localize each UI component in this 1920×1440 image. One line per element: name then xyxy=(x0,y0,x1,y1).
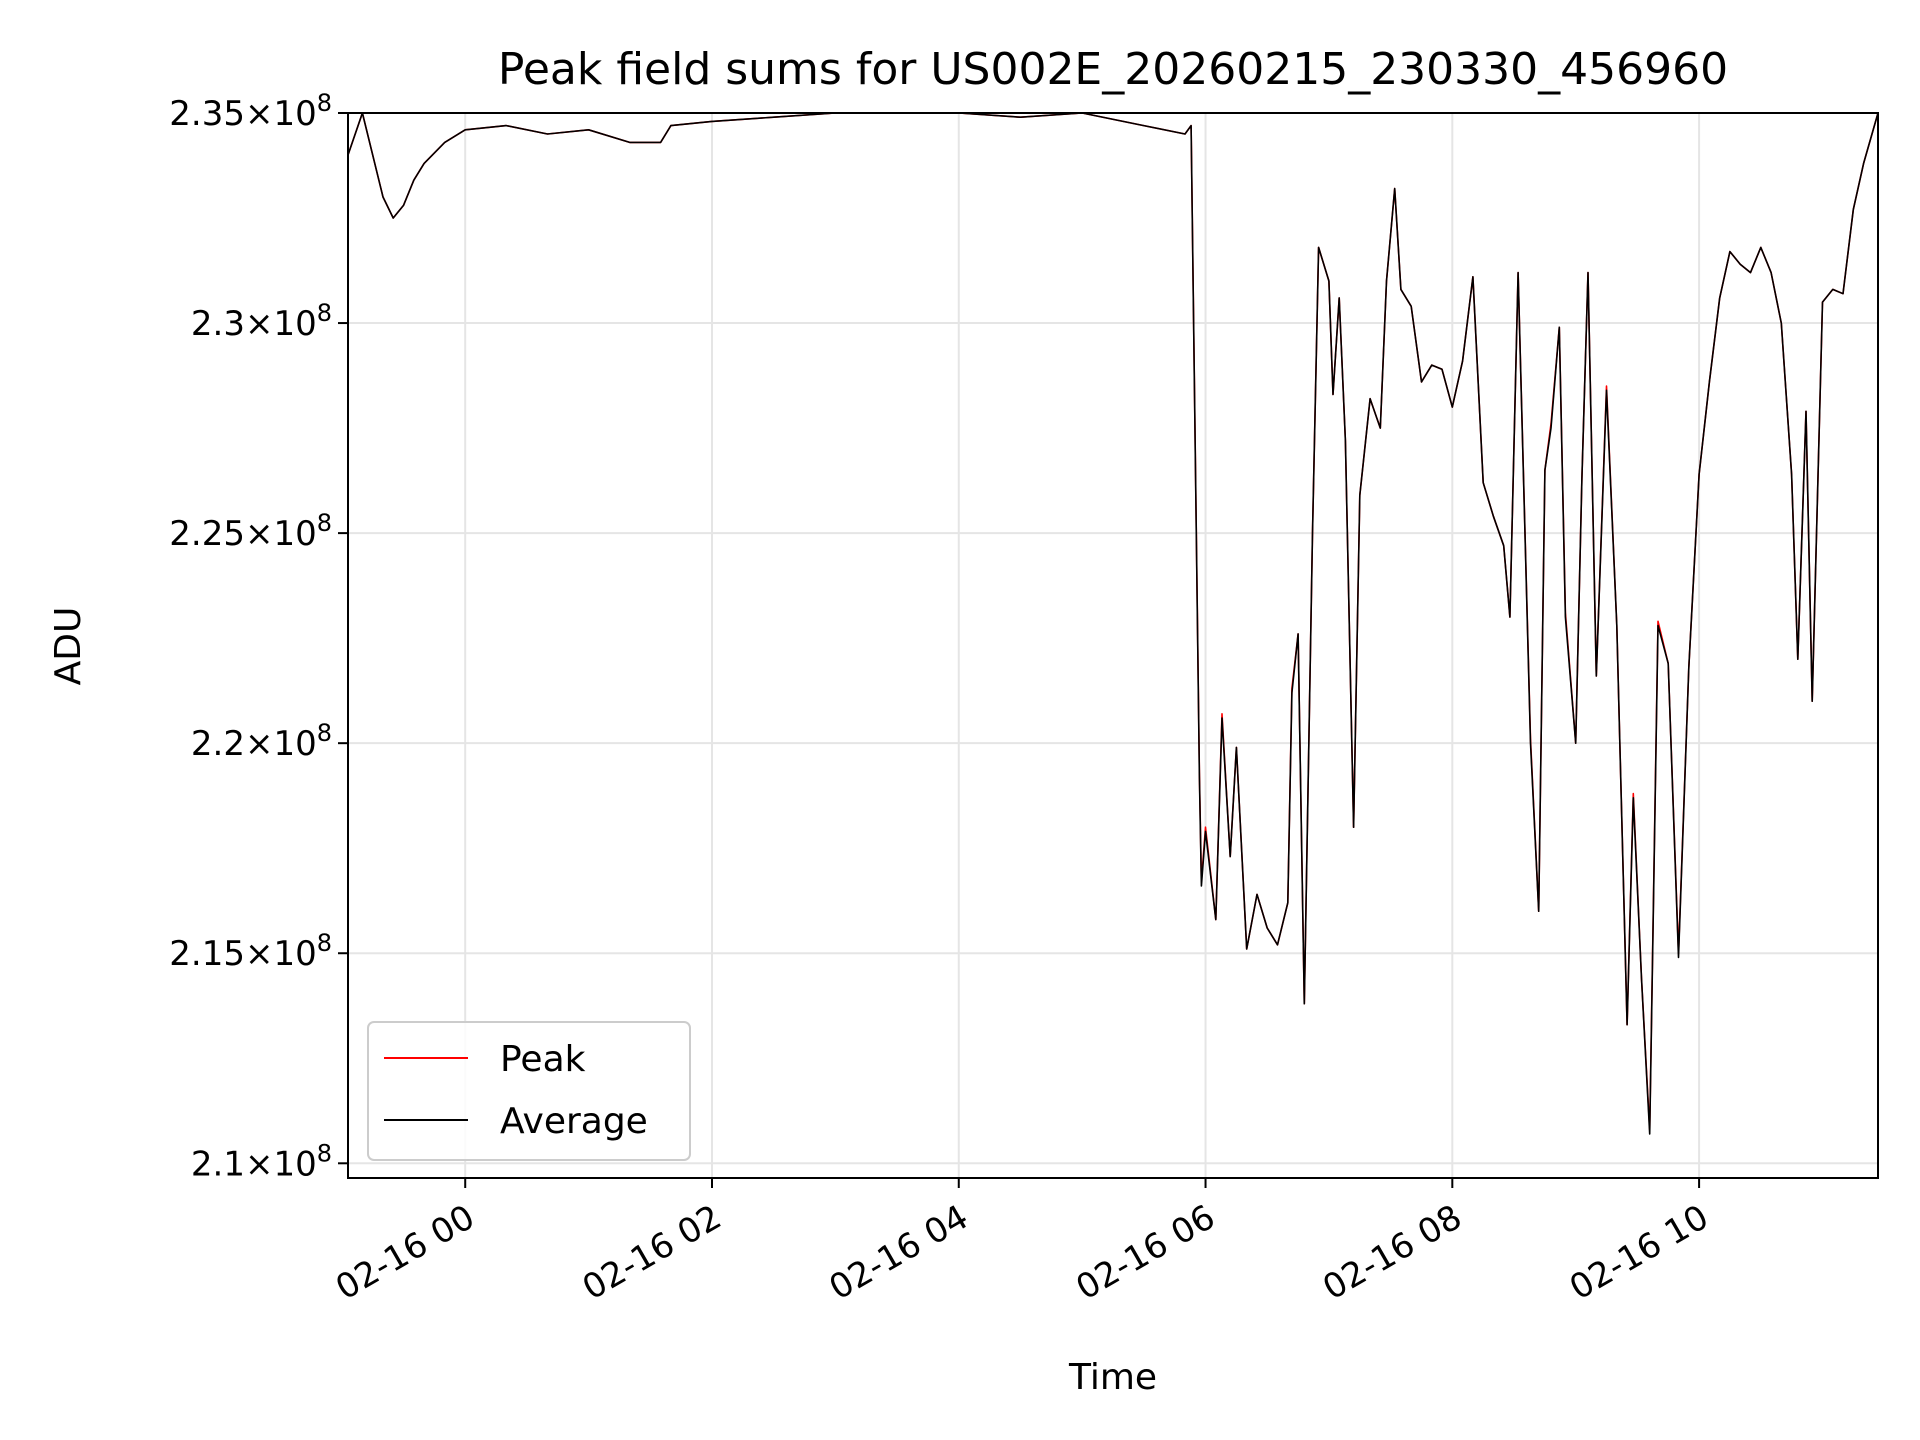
y-tick-times-sign: ×10 xyxy=(245,514,317,554)
y-tick-mantissa: 2.25 xyxy=(169,514,245,554)
chart-title: Peak field sums for US002E_20260215_2303… xyxy=(498,44,1728,95)
y-tick-mantissa: 2.1 xyxy=(191,1144,245,1184)
y-tick-exponent: 8 xyxy=(317,299,332,327)
y-tick-mantissa: 2.15 xyxy=(169,934,245,974)
y-axis-ticks: 2.35×1082.3×1082.25×1082.2×1082.15×1082.… xyxy=(169,89,348,1184)
y-tick-mantissa: 2.3 xyxy=(191,304,245,344)
y-tick-mantissa: 2.2 xyxy=(191,724,245,764)
y-tick-times-sign: ×10 xyxy=(245,1144,317,1184)
y-tick-label: 2.1×108 xyxy=(191,1139,332,1184)
y-tick-exponent: 8 xyxy=(317,509,332,537)
y-tick-label: 2.2×108 xyxy=(191,719,332,764)
y-tick-exponent: 8 xyxy=(317,929,332,957)
grid-lines xyxy=(348,112,1878,1178)
legend-box xyxy=(367,1021,691,1161)
y-axis-label: ADU xyxy=(48,607,89,686)
y-tick-times-sign: ×10 xyxy=(245,934,317,974)
plot-frame xyxy=(347,112,1879,1179)
y-tick-times-sign: ×10 xyxy=(245,304,317,344)
y-tick-label: 2.15×108 xyxy=(169,929,332,974)
legend: Peak Average xyxy=(367,1021,691,1161)
legend-label-average: Average xyxy=(500,1101,648,1142)
y-tick-exponent: 8 xyxy=(317,89,332,117)
legend-label-peak: Peak xyxy=(500,1039,586,1080)
y-tick-label: 2.3×108 xyxy=(191,299,332,344)
x-axis-label: Time xyxy=(1068,1357,1157,1398)
y-tick-exponent: 8 xyxy=(317,719,332,747)
y-tick-label: 2.25×108 xyxy=(169,509,332,554)
y-tick-label: 2.35×108 xyxy=(169,89,332,134)
y-tick-times-sign: ×10 xyxy=(245,724,317,764)
y-tick-exponent: 8 xyxy=(317,1139,332,1167)
y-tick-times-sign: ×10 xyxy=(245,94,317,134)
y-tick-mantissa: 2.35 xyxy=(169,94,245,134)
